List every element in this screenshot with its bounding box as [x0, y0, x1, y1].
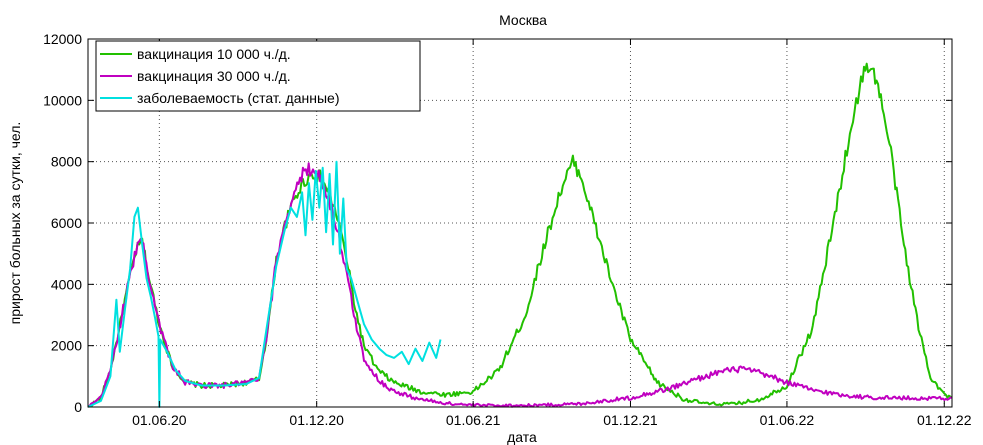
- x-axis-label: дата: [507, 429, 537, 445]
- y-tick-label: 2000: [51, 338, 82, 354]
- chart-title: Москва: [499, 12, 547, 28]
- axis-ticks: 01.06.20 01.12.20 01.06.21 01.12.21 01.06.22…: [43, 31, 972, 428]
- x-tick-label: 01.12.22: [917, 412, 972, 428]
- legend: вакцинация 10 000 ч./д. вакцинация 30 00…: [95, 40, 421, 112]
- y-tick-label: 8000: [51, 154, 82, 170]
- y-tick-label: 10000: [43, 92, 82, 108]
- y-tick-label: 0: [74, 399, 82, 415]
- series-line-incidence-stats: [87, 160, 442, 408]
- series-line-vaccination-10000: [87, 62, 953, 408]
- legend-label-incidence-stats: заболеваемость (стат. данные): [137, 90, 339, 106]
- y-tick-label: 6000: [51, 215, 82, 231]
- x-tick-label: 01.06.22: [760, 412, 815, 428]
- legend-label-vaccination-30000: вакцинация 30 000 ч./д.: [137, 68, 291, 84]
- y-axis-label: прирост больных за сутки, чел.: [7, 122, 23, 325]
- y-tick-label: 12000: [43, 31, 82, 47]
- legend-box: [95, 40, 421, 112]
- y-tick-label: 4000: [51, 276, 82, 292]
- x-tick-label: 01.12.21: [603, 412, 658, 428]
- series-layer: [87, 62, 953, 408]
- x-tick-label: 01.12.20: [289, 412, 344, 428]
- x-tick-label: 01.06.21: [446, 412, 501, 428]
- series-line-vaccination-30000: [87, 162, 953, 408]
- legend-label-vaccination-10000: вакцинация 10 000 ч./д.: [137, 46, 291, 62]
- x-tick-label: 01.06.20: [132, 412, 187, 428]
